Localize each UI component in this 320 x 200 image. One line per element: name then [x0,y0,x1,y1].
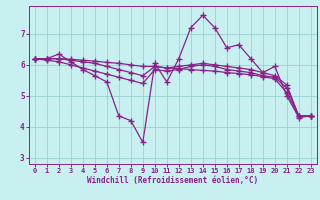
X-axis label: Windchill (Refroidissement éolien,°C): Windchill (Refroidissement éolien,°C) [87,176,258,185]
